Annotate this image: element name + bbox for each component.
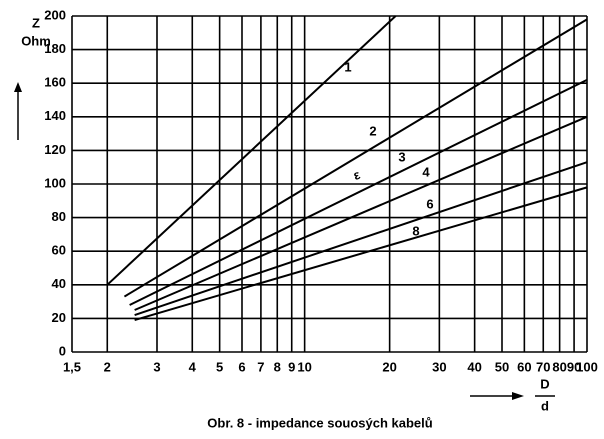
series-line <box>134 186 588 322</box>
series-label: 6 <box>426 196 433 211</box>
y-tick-label: 140 <box>44 108 66 123</box>
x-label-top: D <box>540 376 549 391</box>
series-line <box>123 18 588 298</box>
y-tick-label: 0 <box>59 343 66 358</box>
x-tick-label: 8 <box>274 359 281 374</box>
y-tick-label: 120 <box>44 142 66 157</box>
x-tick-label: 20 <box>382 359 396 374</box>
y-tick-label: 60 <box>52 243 66 258</box>
annotation: ε <box>351 167 362 183</box>
x-tick-label: 80 <box>552 359 566 374</box>
series-label: 3 <box>398 149 405 164</box>
series-label: 4 <box>422 164 430 179</box>
series-line <box>134 161 588 316</box>
y-tick-label: 100 <box>44 175 66 190</box>
x-tick-label: 6 <box>238 359 245 374</box>
x-tick-label: 9 <box>288 359 295 374</box>
x-tick-label: 90 <box>567 359 581 374</box>
y-tick-label: 80 <box>52 209 66 224</box>
y-tick-label: 180 <box>44 41 66 56</box>
x-tick-label: 1,5 <box>63 359 81 374</box>
x-tick-label: 100 <box>576 359 598 374</box>
x-tick-label: 3 <box>153 359 160 374</box>
x-tick-label: 2 <box>104 359 111 374</box>
y-label: Z <box>32 15 40 30</box>
x-tick-label: 50 <box>495 359 509 374</box>
series-line <box>129 78 588 306</box>
x-arrow-head <box>512 392 524 400</box>
series-label: 1 <box>344 59 351 74</box>
series-label: 8 <box>412 223 419 238</box>
x-tick-label: 70 <box>536 359 550 374</box>
y-arrow-head <box>14 82 22 92</box>
y-tick-label: 20 <box>52 310 66 325</box>
y-tick-label: 160 <box>44 75 66 90</box>
series-line <box>134 115 588 311</box>
y-unit: Ohm <box>21 33 51 48</box>
x-tick-label: 30 <box>432 359 446 374</box>
chart-title: Obr. 8 - impedance souosých kabelů <box>207 415 432 430</box>
series-label: 2 <box>369 123 376 138</box>
series-line <box>106 15 397 286</box>
x-tick-label: 10 <box>297 359 311 374</box>
x-tick-label: 40 <box>467 359 481 374</box>
x-tick-label: 4 <box>189 359 197 374</box>
x-label-bottom: d <box>541 398 549 413</box>
x-tick-label: 7 <box>257 359 264 374</box>
x-tick-label: 5 <box>216 359 223 374</box>
y-tick-label: 40 <box>52 276 66 291</box>
x-tick-label: 60 <box>517 359 531 374</box>
y-tick-label: 200 <box>44 7 66 22</box>
